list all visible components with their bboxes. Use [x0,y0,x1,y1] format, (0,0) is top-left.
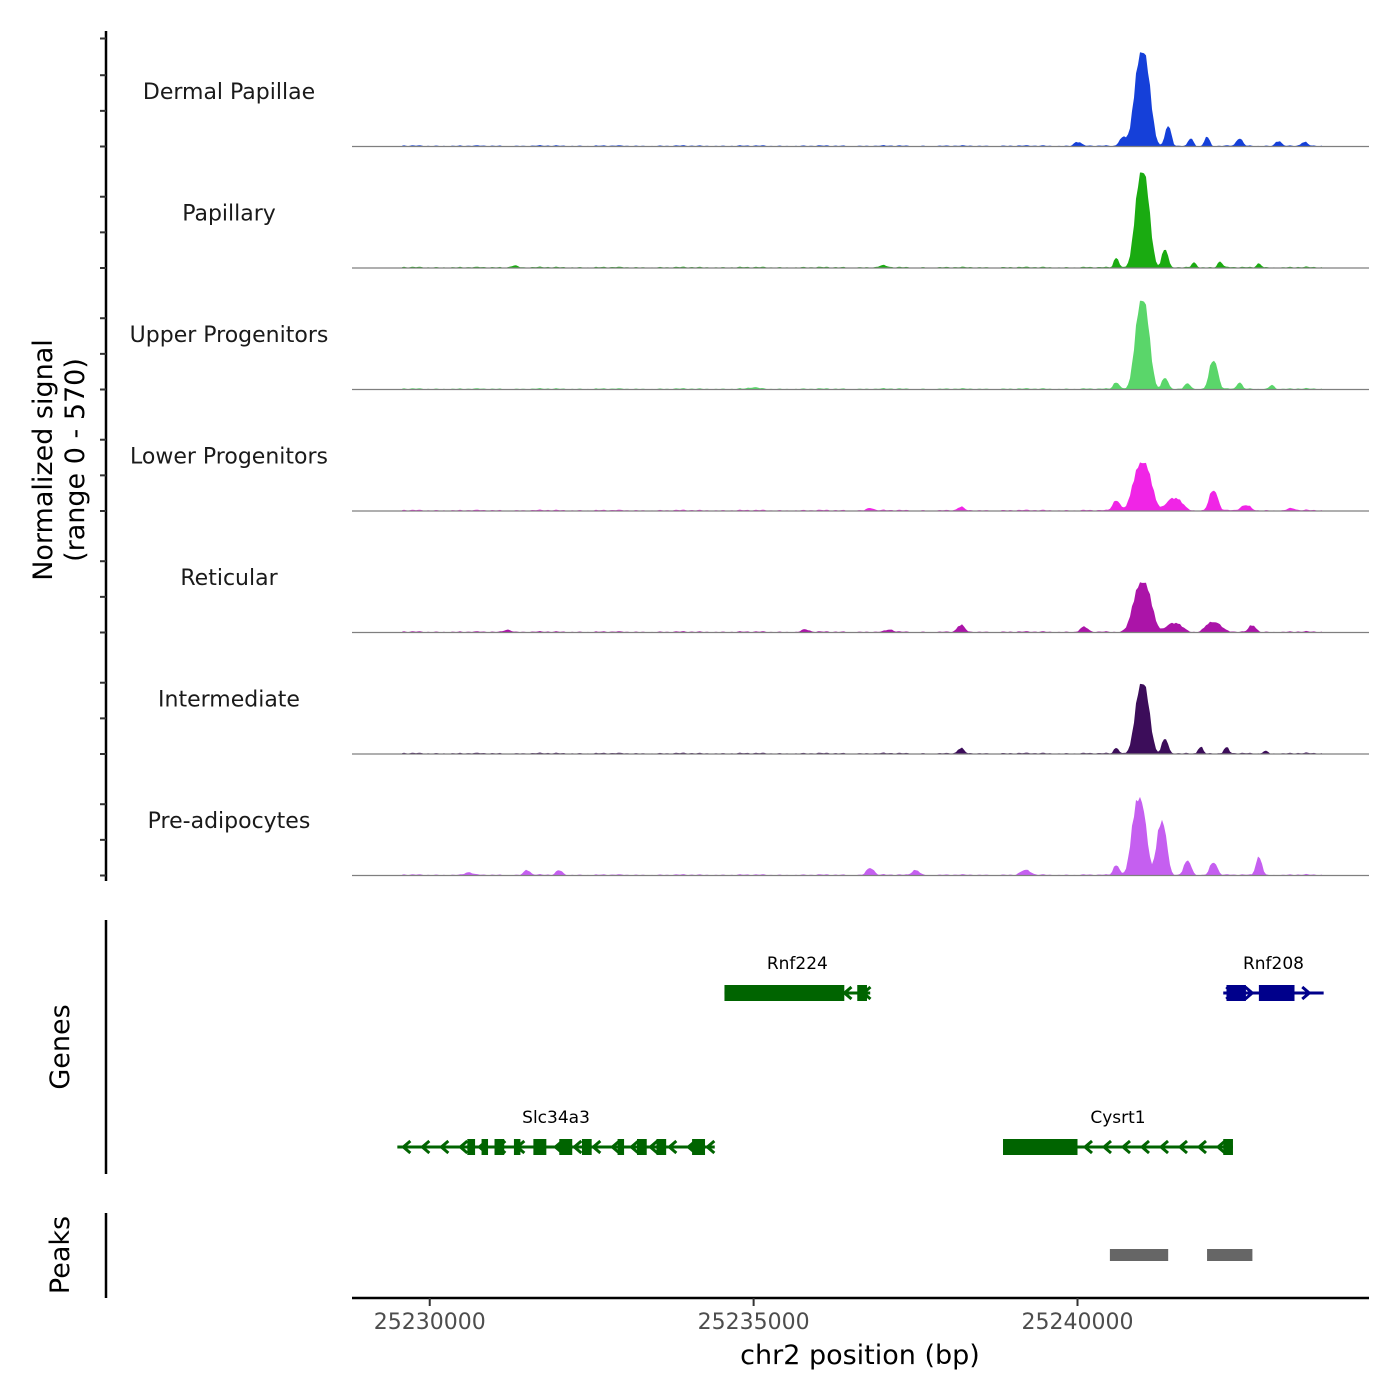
coverage-area [402,683,1322,754]
strand-arrow [842,985,853,1001]
gene-exon [617,1139,625,1155]
coverage-area [402,462,1322,511]
gene-exon [481,1139,489,1155]
x-tick-label: 25240000 [1022,1310,1134,1335]
gene-exon [559,1139,573,1155]
strand-arrow [1101,1139,1112,1155]
peak-region-bar [1109,1249,1169,1261]
track-label: Papillary [182,202,276,227]
gene-exon [467,1139,476,1155]
track-label: Upper Progenitors [130,323,329,348]
track-label: Intermediate [158,688,300,713]
x-axis-title: chr2 position (bp) [740,1340,980,1371]
strand-arrow [705,1139,716,1155]
peak-region-bar [1207,1249,1253,1261]
gene-exon [1003,1139,1078,1155]
strand-arrow [591,1139,602,1155]
genes-panel: Genes Rnf224 Rnf208 Slc34a3 Cysrt1 [45,920,1324,1174]
track-upper-progenitors: Upper Progenitors [130,300,1369,391]
strand-arrow [401,1139,412,1155]
gene-exon [1223,1139,1233,1155]
strand-arrow [1215,1139,1226,1155]
track-intermediate: Intermediate [158,683,1369,755]
genes-track-label: Genes [45,1004,76,1089]
gene-rnf224: Rnf224 [724,954,872,1001]
track-label: Pre-adipocytes [148,809,311,834]
gene-label: Slc34a3 [522,1108,590,1128]
peaks-panel: Peaks [45,1213,1253,1298]
strand-arrow [1301,985,1312,1001]
coverage-area [402,582,1322,633]
strand-arrow [1139,1139,1150,1155]
x-tick-label: 25230000 [374,1310,486,1335]
gene-exon [1258,985,1295,1001]
gene-slc34a3: Slc34a3 [397,1108,716,1155]
x-tick-label: 25235000 [698,1310,810,1335]
gene-exon [581,1139,592,1155]
track-label: Reticular [180,566,278,591]
y-axis-title-line1: Normalized signal [28,339,59,581]
gene-exon [857,985,867,1001]
strand-arrow [667,1139,678,1155]
gene-cysrt1: Cysrt1 [1003,1108,1233,1155]
gene-exon [494,1139,505,1155]
peaks-track-label: Peaks [45,1216,76,1294]
gene-exon [692,1139,706,1155]
coverage-area [402,52,1322,147]
gene-exon [513,1139,521,1155]
strand-arrow [1082,1139,1093,1155]
strand-arrow [1177,1139,1188,1155]
gene-models: Rnf224 Rnf208 Slc34a3 Cysrt1 [397,954,1324,1155]
y-axis-title-line2: (range 0 - 570) [60,358,91,562]
strand-arrow [610,1139,621,1155]
coverage-area [402,796,1322,876]
track-reticular: Reticular [180,566,1369,634]
track-label: Dermal Papillae [143,80,315,105]
track-label: Lower Progenitors [130,445,328,470]
gene-exon [656,1139,667,1155]
x-axis: 25230000 25235000 25240000 chr2 position (… [352,1296,1369,1371]
strand-arrow [648,1139,659,1155]
strand-arrow [439,1139,450,1155]
gene-label: Rnf208 [1243,954,1304,974]
strand-arrow [572,1139,583,1155]
gene-label: Cysrt1 [1090,1108,1145,1128]
coverage-tracks: Dermal Papillae Papillary Upper Progenitor… [130,52,1369,877]
gene-exon [1226,985,1246,1001]
track-papillary: Papillary [182,172,1369,269]
strand-arrow [458,1139,469,1155]
strand-arrow [1196,1139,1207,1155]
coverage-area [402,300,1322,390]
strand-arrow [629,1139,640,1155]
track-pre-adipocytes: Pre-adipocytes [148,796,1369,877]
gene-exon [637,1139,647,1155]
track-dermal-papillae: Dermal Papillae [143,52,1369,148]
coverage-y-ticks [100,37,106,877]
strand-arrow [420,1139,431,1155]
peak-regions [1109,1249,1253,1261]
coverage-y-axis [100,31,108,881]
gene-rnf208: Rnf208 [1223,954,1324,1001]
strand-arrow [1120,1139,1131,1155]
gene-exon [724,985,845,1001]
gene-label: Rnf224 [767,954,828,974]
coverage-area [402,172,1322,268]
coverage-y-axis-title: Normalized signal (range 0 - 570) [28,339,91,581]
strand-arrow [1158,1139,1169,1155]
track-lower-progenitors: Lower Progenitors [130,445,1369,512]
strand-arrow [1244,985,1255,1001]
gene-exon [533,1139,547,1155]
x-axis-ticks: 25230000 25235000 25240000 [374,1298,1134,1335]
